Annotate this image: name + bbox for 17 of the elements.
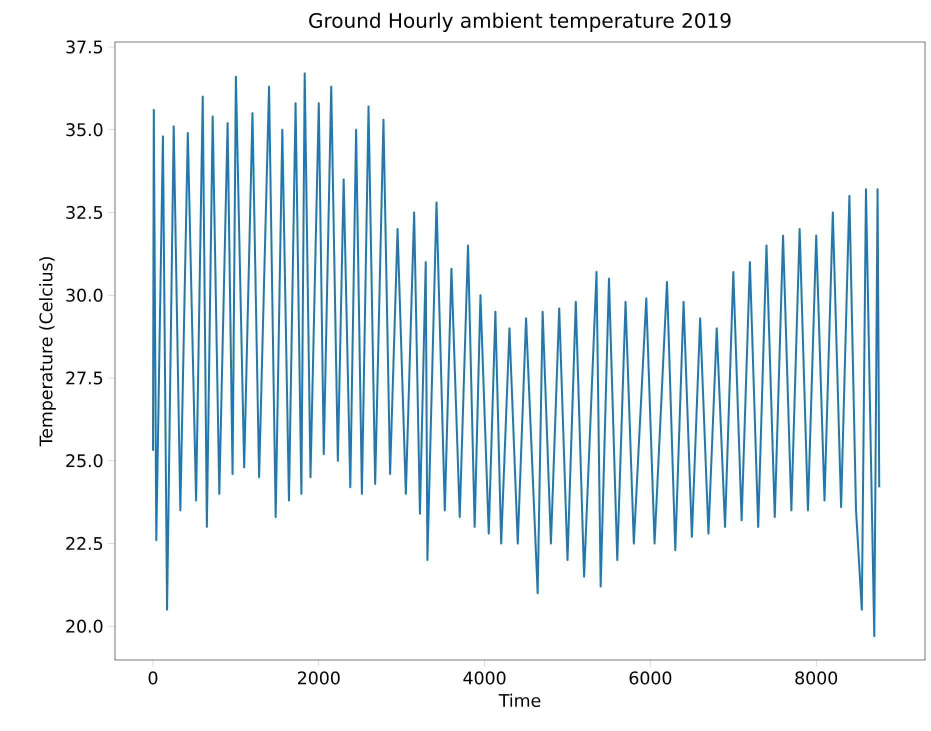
y-tick-label: 32.5: [66, 206, 102, 220]
chart-title: Ground Hourly ambient temperature 2019: [309, 12, 731, 32]
y-tick-label: 27.5: [66, 371, 102, 385]
y-tick-label: 25.0: [66, 454, 102, 468]
y-axis-title: Temperature (Celcius): [39, 257, 56, 446]
y-tick-label: 30.0: [66, 288, 102, 302]
line-series: [152, 72, 880, 638]
x-tick-label: 6000: [630, 671, 672, 684]
x-axis-title: Time: [498, 694, 540, 708]
x-tick-label: 8000: [795, 671, 838, 684]
x-tick-label: 4000: [463, 671, 506, 684]
y-tick-label: 35.0: [66, 123, 102, 136]
x-tick-label: 2000: [298, 671, 340, 684]
y-tick-label: 22.5: [66, 536, 102, 550]
y-tick-label: 20.0: [66, 620, 102, 633]
x-tick-label: 0: [148, 671, 158, 684]
y-tick-label: 37.5: [66, 40, 102, 54]
